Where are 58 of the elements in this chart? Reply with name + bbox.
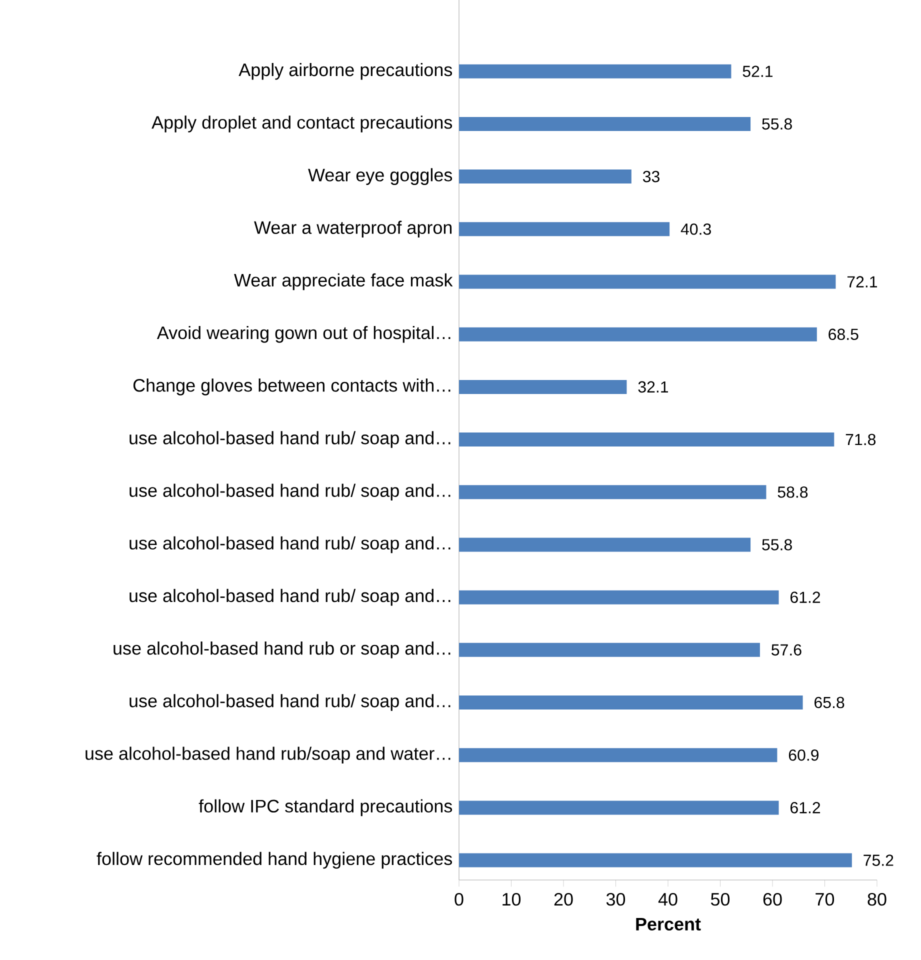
y-tick-label: use alcohol-based hand rub/ soap and…: [130, 694, 450, 711]
bar: [459, 485, 766, 500]
x-tick-label: 40: [658, 892, 678, 906]
bar: [459, 696, 803, 710]
bar: [459, 222, 670, 236]
data-label: 55.8: [762, 539, 792, 550]
y-tick-label: follow IPC standard precautions: [198, 799, 452, 816]
bar: [459, 64, 732, 78]
y-tick-label: Wear eye goggles: [308, 168, 452, 185]
data-label: 68.5: [828, 328, 858, 340]
bar: [459, 327, 817, 342]
bar: [459, 748, 778, 762]
y-tick-label: Wear appreciate face mask: [234, 273, 453, 290]
bar: [459, 853, 852, 868]
data-label: 75.2: [864, 854, 894, 866]
data-label: 57.6: [772, 644, 802, 656]
data-label: 52.1: [742, 66, 773, 78]
y-tick-label: use alcohol-based hand rub/ soap and…: [130, 588, 450, 606]
bar: [459, 642, 760, 657]
data-label: 55.8: [762, 118, 792, 130]
data-label: 33: [642, 170, 660, 182]
bar: [459, 380, 627, 394]
y-tick-label: use alcohol-based hand rub/soap and water…: [86, 746, 450, 764]
y-tick-label: use alcohol-based hand rub/ soap and…: [130, 536, 450, 554]
x-tick-label: 10: [502, 892, 521, 906]
x-tick-label: 50: [710, 892, 730, 906]
data-label: 72.1: [847, 276, 877, 288]
data-label: 58.8: [778, 486, 808, 498]
x-axis-title: Percent: [636, 918, 701, 931]
y-tick-label: Apply droplet and contact precautions: [152, 116, 452, 132]
y-tick-label: follow recommended hand hygiene practices: [96, 852, 452, 869]
bar: [459, 274, 836, 289]
y-tick-label: Wear a waterproof apron: [254, 220, 452, 238]
data-label: 40.3: [680, 224, 711, 235]
bar: [459, 116, 751, 131]
data-label: 60.9: [788, 749, 819, 761]
data-label: 65.8: [814, 696, 844, 708]
y-tick-label: use alcohol-based hand rub/ soap and…: [130, 484, 450, 501]
y-tick-label: Avoid wearing gown out of hospital…: [156, 326, 450, 343]
x-tick-label: 70: [816, 892, 834, 906]
x-tick-label: 20: [554, 892, 573, 906]
x-tick-label: 80: [868, 892, 886, 906]
y-tick-label: Change gloves between contacts with…: [133, 378, 450, 396]
x-tick-label: 0: [454, 892, 464, 906]
data-label: 71.8: [846, 434, 876, 446]
y-tick-label: use alcohol-based hand rub/ soap and…: [130, 431, 450, 448]
data-label: 61.2: [790, 802, 820, 814]
bar: [459, 432, 834, 447]
bar: [459, 590, 779, 604]
data-label: 61.2: [790, 592, 820, 603]
bar: [459, 170, 632, 184]
y-tick-label: Apply airborne precautions: [238, 62, 452, 80]
y-tick-label: use alcohol-based hand rub or soap and…: [114, 642, 450, 658]
bar: [459, 800, 779, 815]
data-label: 32.1: [638, 381, 668, 393]
bar: [459, 538, 751, 552]
x-tick-label: 60: [763, 892, 782, 906]
x-tick-label: 30: [606, 892, 626, 906]
